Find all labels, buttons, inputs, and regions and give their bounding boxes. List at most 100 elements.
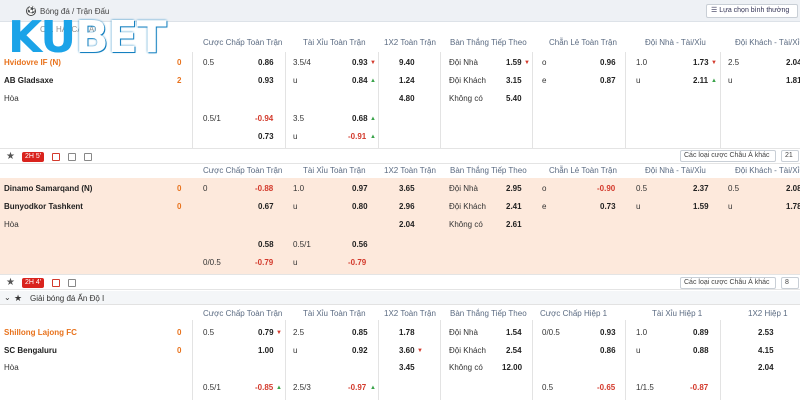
ou-line: 1.0 (293, 184, 305, 193)
home-team[interactable]: Shillong Lajong FC (4, 328, 77, 337)
odd-value[interactable]: -0.90 (597, 184, 616, 193)
odd-value[interactable]: 2.08 (786, 184, 800, 193)
odd-value[interactable]: 4.80 (399, 94, 415, 103)
odd-value[interactable]: 3.45 (399, 363, 415, 372)
odd-value[interactable]: 0.68 (352, 114, 368, 123)
odd-value[interactable]: 1.59 (506, 58, 522, 67)
odd-value[interactable]: -0.87 (690, 383, 709, 392)
odd-value[interactable]: 3.60 (399, 346, 415, 355)
odd-value[interactable]: 4.15 (758, 346, 774, 355)
col-header: Bàn Thắng Tiếp Theo (450, 38, 527, 47)
odd-value[interactable]: 0.85 (352, 328, 368, 337)
bet-type-filter[interactable]: Các loại cược Châu Á khác (680, 150, 776, 162)
odd-value[interactable]: 0.93 (600, 328, 616, 337)
away-team[interactable]: Bunyodkor Tashkent (4, 202, 83, 211)
aou-under: u (728, 202, 733, 211)
odd-value[interactable]: 1.73 (693, 58, 709, 67)
home-team[interactable]: Dinamo Samarqand (N) (4, 184, 93, 193)
odd-value[interactable]: 0.93 (352, 58, 368, 67)
draw-label: Hòa (4, 220, 19, 229)
odd-value[interactable]: 2.04 (399, 220, 415, 229)
odd-value[interactable]: 0.79 (258, 328, 274, 337)
odd-value[interactable]: -0.88 (255, 184, 274, 193)
odd-value[interactable]: 3.65 (399, 184, 415, 193)
grid-icon[interactable] (52, 153, 60, 161)
odd-value[interactable]: 3.15 (506, 76, 522, 85)
odd-value[interactable]: 0.89 (693, 328, 709, 337)
odd-value[interactable]: 0.56 (352, 240, 368, 249)
odd-value[interactable]: 2.11 (693, 76, 709, 85)
tv-icon[interactable] (68, 279, 76, 287)
odd-value[interactable]: 2.54 (506, 346, 522, 355)
odd-value[interactable]: 0.92 (352, 346, 368, 355)
away-team[interactable]: SC Bengaluru (4, 346, 57, 355)
odd-value[interactable]: 0.86 (600, 346, 616, 355)
tv-icon[interactable] (68, 153, 76, 161)
chevron-down-icon[interactable]: ⌄ (4, 293, 11, 302)
odd-value[interactable]: 2.41 (506, 202, 522, 211)
breadcrumb[interactable]: Bóng đá / Trận Đấu (40, 7, 110, 16)
odd-value[interactable]: 1.54 (506, 328, 522, 337)
odd-value[interactable]: -0.79 (255, 258, 274, 267)
odd-value[interactable]: -0.85 (255, 383, 274, 392)
odd-value[interactable]: 2.61 (506, 220, 522, 229)
odd-value[interactable]: 2.53 (758, 328, 774, 337)
odd-value[interactable]: 2.96 (399, 202, 415, 211)
odd-value[interactable]: 0.73 (600, 202, 616, 211)
odd-value[interactable]: 2.37 (693, 184, 709, 193)
away-team[interactable]: AB Gladsaxe (4, 76, 54, 85)
odd-value[interactable]: 1.78 (786, 202, 800, 211)
odd-value[interactable]: -0.91 (348, 132, 367, 141)
odd-value[interactable]: 0.73 (258, 132, 274, 141)
stats-icon[interactable] (84, 153, 92, 161)
odd-value[interactable]: 1.78 (399, 328, 415, 337)
odd-value[interactable]: 0.87 (600, 76, 616, 85)
market-count[interactable]: 8 (781, 277, 799, 289)
odd-value[interactable]: 1.81 (786, 76, 800, 85)
odd-value[interactable]: 0.80 (352, 202, 368, 211)
odd-value[interactable]: 2.04 (758, 363, 774, 372)
odd-value[interactable]: 5.40 (506, 94, 522, 103)
odd-value[interactable]: 0.97 (352, 184, 368, 193)
divider (192, 52, 193, 148)
star-icon[interactable]: ★ (14, 293, 23, 303)
col-header: Chẵn Lẻ Toàn Trận (549, 166, 617, 175)
odd-value[interactable]: -0.65 (597, 383, 616, 392)
next-goal-label: Đội Khách (449, 346, 486, 355)
odd-value[interactable]: 9.40 (399, 58, 415, 67)
odd-value[interactable]: 1.59 (693, 202, 709, 211)
oe-label: o (542, 58, 547, 67)
view-mode-select[interactable]: ☰ Lựa chọn bình thường (706, 4, 798, 18)
bet-type-filter[interactable]: Các loại cược Châu Á khác (680, 277, 776, 289)
star-icon[interactable]: ★ (6, 277, 15, 288)
odd-value[interactable]: 0.58 (258, 240, 274, 249)
divider (625, 320, 626, 400)
arrow-up-icon: ▲ (370, 78, 376, 84)
home-team[interactable]: Hvidovre IF (N) (4, 58, 61, 67)
divider (192, 320, 193, 400)
odd-value[interactable]: 0.88 (693, 346, 709, 355)
odd-value[interactable]: -0.97 (348, 383, 367, 392)
col-header: Đội Khách - Tài/Xỉu (735, 166, 800, 175)
odd-value[interactable]: 0.67 (258, 202, 274, 211)
next-goal-label: Không có (449, 220, 483, 229)
odd-value[interactable]: -0.79 (348, 258, 367, 267)
odd-value[interactable]: -0.94 (255, 114, 274, 123)
away-score: 0 (177, 202, 182, 211)
odd-value[interactable]: 0.93 (258, 76, 274, 85)
odd-value[interactable]: 2.95 (506, 184, 522, 193)
odd-value[interactable]: 0.84 (352, 76, 368, 85)
odd-value[interactable]: 1.24 (399, 76, 415, 85)
odd-value[interactable]: 2.04 (786, 58, 800, 67)
hou-under: u (636, 76, 641, 85)
odd-value[interactable]: 12.00 (502, 363, 523, 372)
kubet-logo: KUBET (8, 12, 167, 63)
odd-value[interactable]: 0.96 (600, 58, 616, 67)
grid-icon[interactable] (52, 279, 60, 287)
star-icon[interactable]: ★ (6, 151, 15, 162)
odd-value[interactable]: 1.00 (258, 346, 274, 355)
market-count[interactable]: 21 (781, 150, 799, 162)
header-row-3: Cược Chấp Toàn Trận Tài Xỉu Toàn Trận 1X… (0, 309, 800, 321)
league-row[interactable]: ⌄ ★ Giải bóng đá Ấn Độ I (0, 291, 800, 305)
odd-value[interactable]: 0.86 (258, 58, 274, 67)
